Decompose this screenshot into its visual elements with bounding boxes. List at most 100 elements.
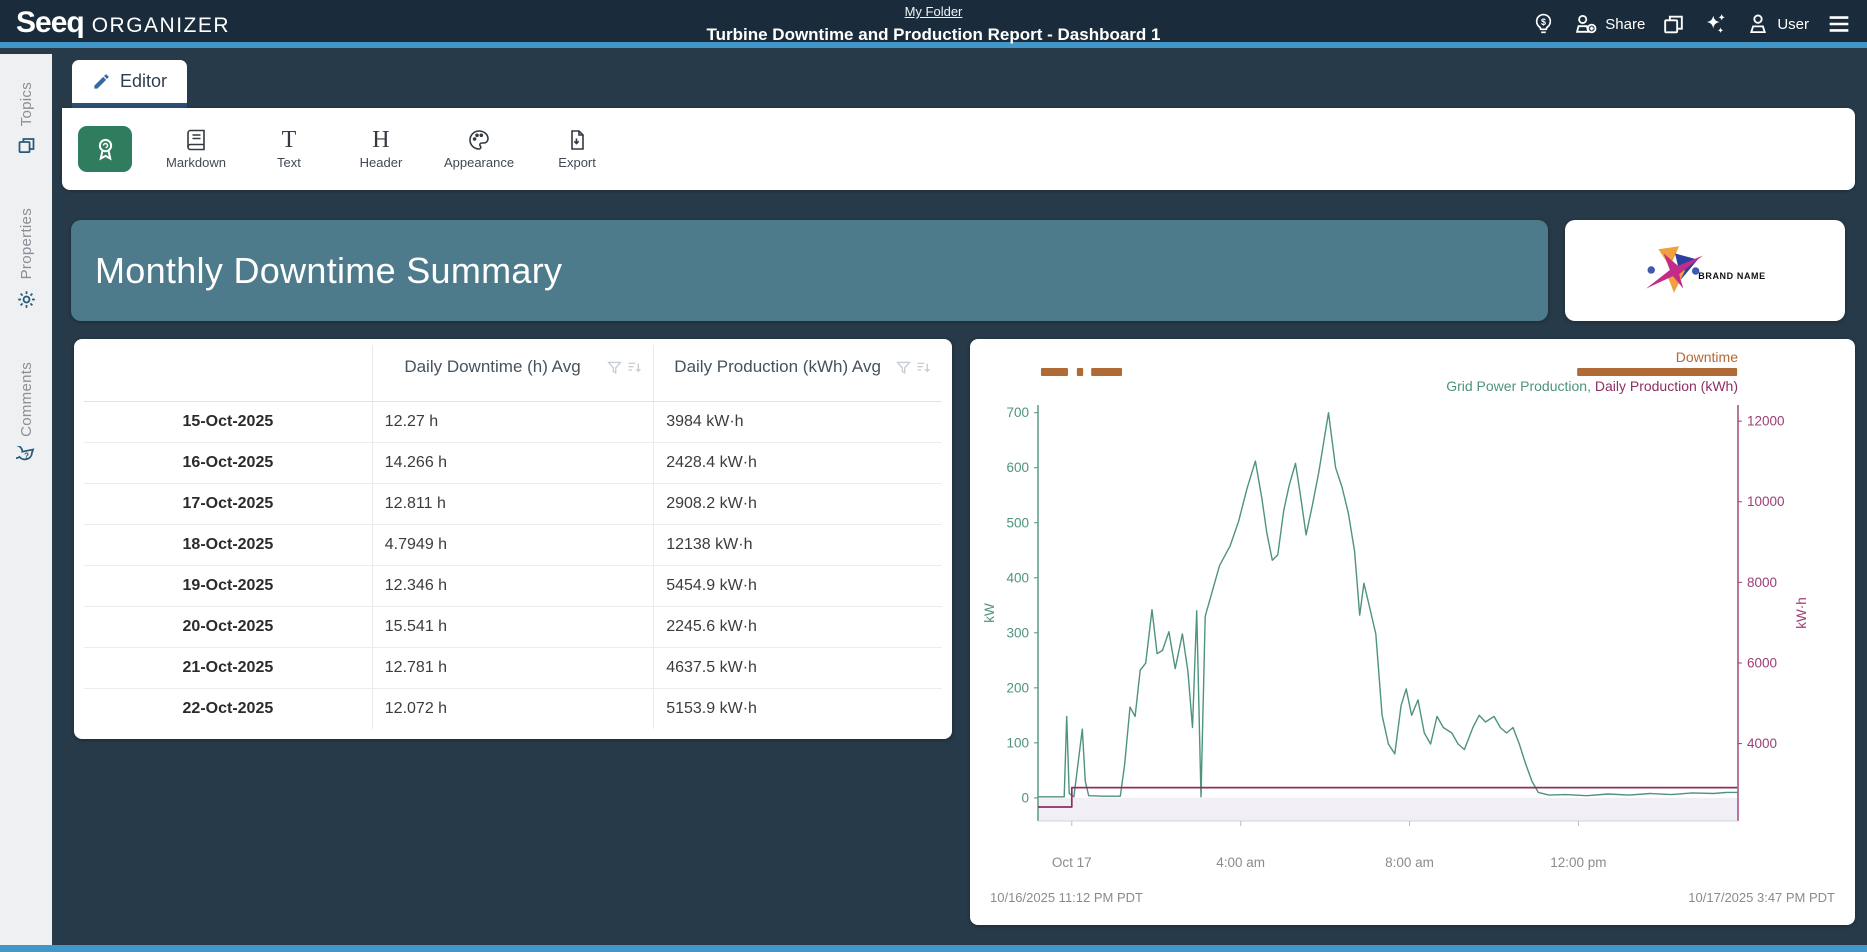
svg-text:$: $ bbox=[1541, 16, 1546, 26]
left-axis-tick: 200 bbox=[1006, 680, 1029, 695]
text-label: Text bbox=[277, 155, 301, 170]
svg-text:?: ? bbox=[24, 451, 29, 460]
header-label: Header bbox=[359, 155, 403, 170]
breadcrumb-my-folder[interactable]: My Folder bbox=[904, 4, 963, 19]
left-axis-tick: 600 bbox=[1006, 460, 1029, 475]
seeq-content-button[interactable] bbox=[78, 126, 132, 172]
legend-daily-production: Daily Production (kWh) bbox=[1594, 378, 1738, 394]
user-menu[interactable]: User bbox=[1745, 11, 1809, 37]
left-axis-tick: 0 bbox=[1021, 790, 1029, 805]
left-axis-tick: 500 bbox=[1006, 515, 1029, 530]
text-button[interactable]: T Text bbox=[260, 128, 318, 170]
production-cell: 2908.2 kW·h bbox=[653, 483, 942, 525]
palette-icon bbox=[469, 130, 489, 150]
downtime-capsule bbox=[1577, 368, 1738, 376]
tab-editor[interactable]: Editor bbox=[72, 60, 188, 108]
logo-secondary: ORGANIZER bbox=[91, 14, 231, 37]
table-row: 16-Oct-2025 14.266 h 2428.4 kW·h bbox=[84, 442, 942, 484]
header-button[interactable]: H Header bbox=[352, 128, 410, 170]
trend-chart-card: Downtime Grid Power Production, Daily Pr… bbox=[970, 339, 1855, 925]
date-cell: 20-Oct-2025 bbox=[84, 606, 373, 648]
column-header-date bbox=[84, 345, 373, 402]
chart-start-timestamp: 10/16/2025 11:12 PM PDT bbox=[990, 890, 1143, 905]
left-axis-tick: 700 bbox=[1006, 405, 1029, 420]
downtime-filter-sort[interactable] bbox=[606, 359, 643, 376]
series-right bbox=[1038, 786, 1738, 808]
downtime-cell: 12.346 h bbox=[371, 565, 654, 607]
x-axis-tick: 8:00 am bbox=[1385, 855, 1434, 870]
production-cell: 2245.6 kW·h bbox=[653, 606, 942, 648]
date-cell: 15-Oct-2025 bbox=[84, 401, 373, 443]
production-cell: 12138 kW·h bbox=[653, 524, 942, 566]
chart-end-timestamp: 10/17/2025 3:47 PM PDT bbox=[1688, 890, 1835, 905]
appearance-button[interactable]: Appearance bbox=[444, 128, 514, 170]
x-axis-tick: 12:00 pm bbox=[1550, 855, 1606, 870]
production-filter-sort[interactable] bbox=[895, 359, 932, 376]
x-axis-tick: Oct 17 bbox=[1052, 855, 1092, 870]
table-row: 19-Oct-2025 12.346 h 5454.9 kW·h bbox=[84, 565, 942, 607]
export-pdf-icon bbox=[571, 130, 584, 150]
filter-funnel-icon bbox=[607, 361, 623, 374]
summary-banner: Monthly Downtime Summary bbox=[71, 220, 1548, 321]
sort-icon bbox=[628, 362, 642, 373]
usage-bulb-icon[interactable]: $ bbox=[1531, 12, 1556, 37]
table-row: 18-Oct-2025 4.7949 h 12138 kW·h bbox=[84, 524, 942, 566]
left-axis-tick: 100 bbox=[1006, 735, 1029, 750]
page-title: Turbine Downtime and Production Report -… bbox=[706, 25, 1161, 44]
logo-primary: Seeq bbox=[16, 6, 85, 39]
downtime-cell: 12.781 h bbox=[371, 647, 654, 689]
export-button[interactable]: Export bbox=[548, 128, 606, 170]
left-axis-tick: 300 bbox=[1006, 625, 1029, 640]
downtime-table: Daily Downtime (h) Avg Daily Production … bbox=[84, 345, 942, 729]
brand-card: BRAND NAME bbox=[1565, 220, 1845, 321]
downtime-capsule bbox=[1091, 368, 1123, 376]
pencil-icon bbox=[94, 74, 109, 89]
date-cell: 22-Oct-2025 bbox=[182, 699, 274, 717]
sort-icon bbox=[917, 362, 930, 373]
downtime-cell: 12.072 h bbox=[371, 688, 654, 729]
production-cell: 2428.4 kW·h bbox=[653, 442, 942, 484]
left-axis-tick: 400 bbox=[1006, 570, 1029, 585]
trend-chart[interactable]: 0 100 200 300 400 500 600 700 kW 4000 6000 8000 1000… bbox=[970, 339, 1855, 884]
right-axis-tick: 8000 bbox=[1747, 575, 1777, 590]
legend-separator: , bbox=[1587, 378, 1595, 394]
top-navbar: Seeq ORGANIZER My Folder Turbine Downtim… bbox=[0, 0, 1867, 48]
date-cell: 17-Oct-2025 bbox=[84, 483, 373, 525]
right-axis-tick: 4000 bbox=[1747, 736, 1777, 751]
column-header-production: Daily Production (kWh) Avg bbox=[653, 345, 942, 402]
x-axis-tick: 4:00 am bbox=[1216, 855, 1265, 870]
legend-series: Grid Power Production, Daily Production … bbox=[1446, 378, 1738, 394]
gear-icon bbox=[17, 290, 35, 308]
downtime-cell: 14.266 h bbox=[371, 442, 654, 484]
sidebar-item-properties[interactable]: Properties bbox=[16, 208, 37, 309]
left-axis-label: kW bbox=[982, 603, 997, 623]
summary-banner-title: Monthly Downtime Summary bbox=[95, 249, 563, 291]
legend-downtime: Downtime bbox=[1676, 349, 1738, 365]
plot-bottom-band bbox=[1038, 797, 1738, 821]
right-axis-tick: 12000 bbox=[1747, 414, 1785, 429]
production-cell: 3984 kW·h bbox=[653, 401, 942, 443]
ai-sparkles-icon[interactable] bbox=[1702, 11, 1729, 38]
topics-pages-icon bbox=[18, 138, 34, 154]
editor-tab-label: Editor bbox=[120, 71, 168, 91]
sidebar-item-topics[interactable]: Topics bbox=[16, 82, 37, 156]
series-left bbox=[1038, 411, 1738, 798]
sidebar-item-comments[interactable]: Comments ? bbox=[15, 361, 37, 467]
downtime-cell: 12.27 h bbox=[371, 401, 654, 443]
comment-bubble-icon: ? bbox=[15, 445, 34, 460]
header-H-icon: H bbox=[372, 127, 390, 153]
downtime-capsule bbox=[1040, 368, 1068, 376]
right-axis-label: kW·h bbox=[1794, 597, 1809, 629]
share-button[interactable]: Share bbox=[1572, 11, 1645, 38]
worksheets-icon[interactable] bbox=[1661, 12, 1686, 37]
production-cell: 5454.9 kW·h bbox=[653, 565, 942, 607]
collapsed-sidebar: Topics Properties Comments ? bbox=[0, 54, 52, 945]
properties-label: Properties bbox=[17, 208, 35, 280]
comments-label: Comments bbox=[17, 361, 35, 437]
date-cell: 16-Oct-2025 bbox=[84, 442, 373, 484]
right-axis-tick: 6000 bbox=[1747, 655, 1777, 670]
share-label: Share bbox=[1605, 15, 1646, 33]
legend-grid-power-production: Grid Power Production bbox=[1446, 378, 1588, 394]
markdown-button[interactable]: Markdown bbox=[166, 128, 226, 170]
hamburger-menu-icon[interactable] bbox=[1825, 10, 1853, 38]
